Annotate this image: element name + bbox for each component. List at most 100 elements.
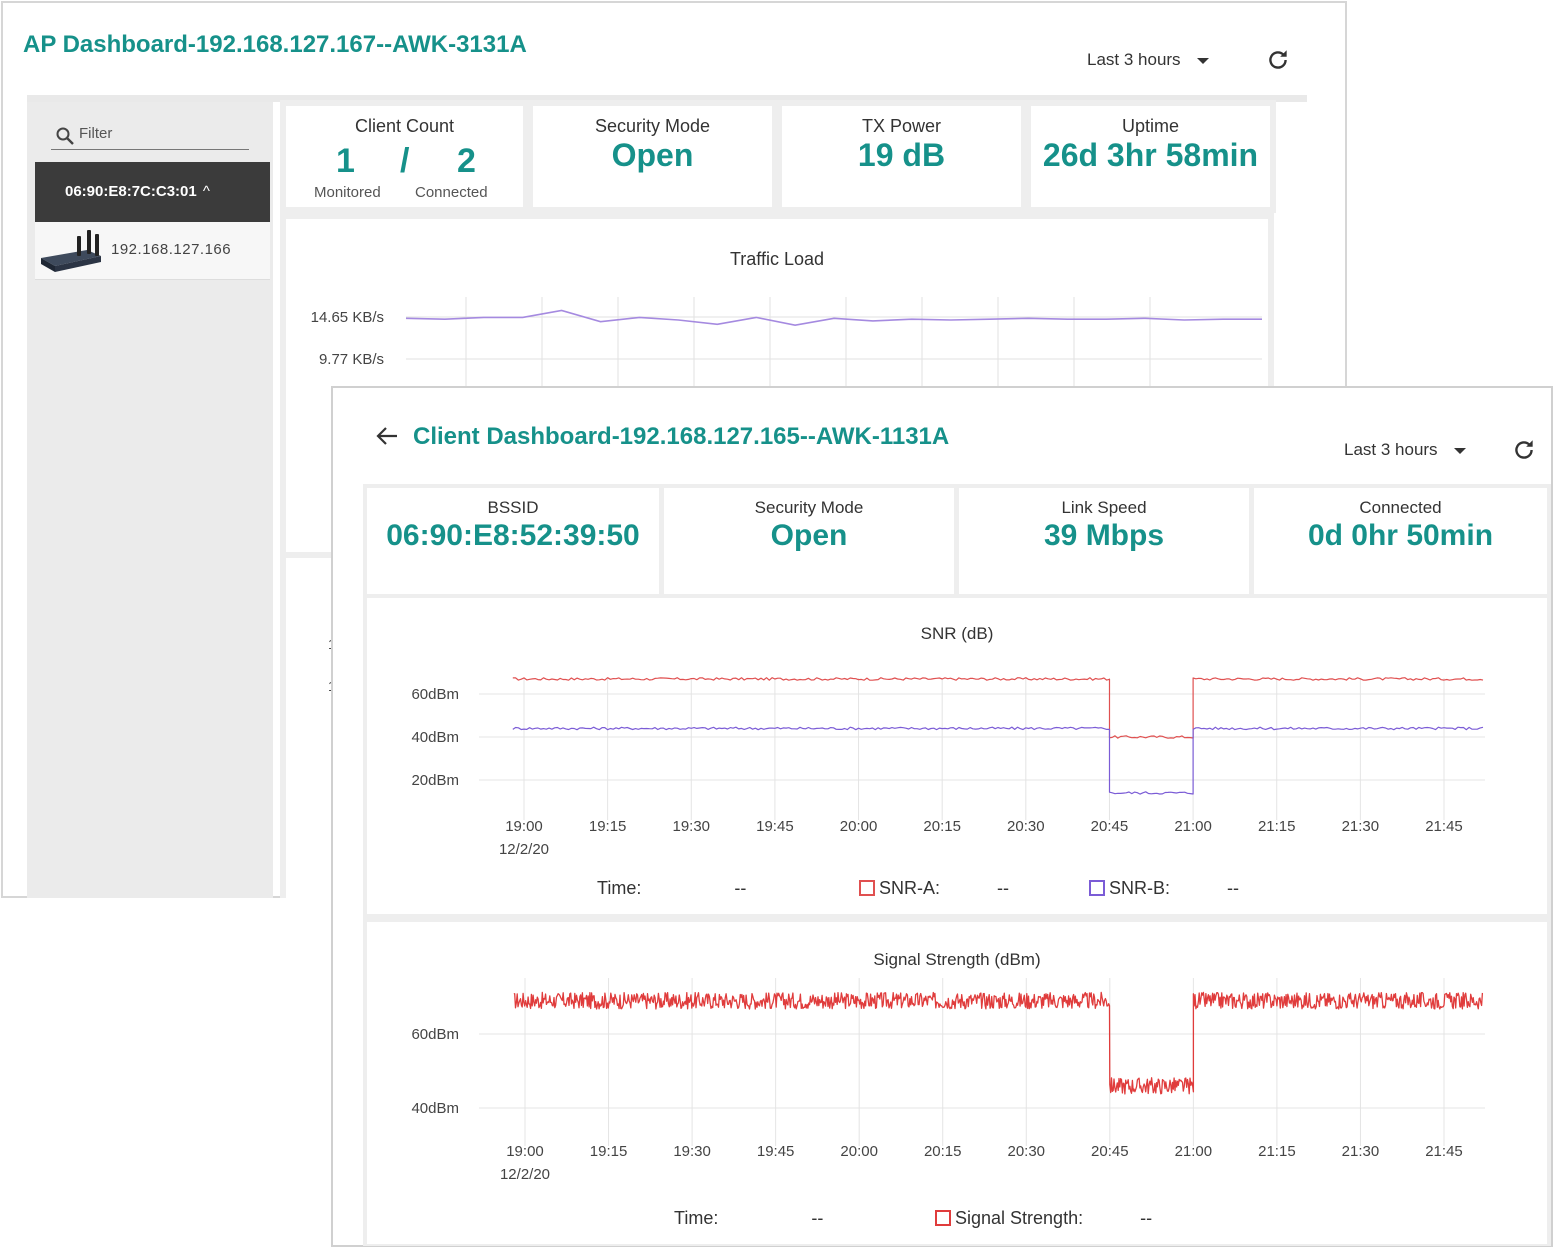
snr-b-legend[interactable]: SNR-B: -- [1089, 878, 1239, 899]
chevron-down-icon [1454, 447, 1467, 454]
ap-lower-chart-panel: 1 1 [280, 558, 340, 898]
x-tick-label: 20:00 [840, 1143, 878, 1160]
ap-sidebar: Filter 06:90:E8:7C:C3:01 ^ 192.168.127.1… [27, 102, 273, 898]
signal-strength-chart: 19:00 19:15 19:30 19:45 20:00 20:15 20:30 20:45… [411, 978, 1485, 1183]
ap-mac-label: 06:90:E8:7C:C3:01 [65, 183, 197, 200]
client-dashboard-title: Client Dashboard-192.168.127.165--AWK-11… [413, 423, 950, 450]
y-tick-label: 40dBm [411, 1100, 459, 1117]
x-tick-label: 19:15 [589, 818, 627, 835]
client-dashboard-window: Client Dashboard-192.168.127.165--AWK-11… [331, 386, 1553, 1247]
legend-time-value: -- [734, 878, 747, 898]
signal-strength-swatch [935, 1210, 951, 1226]
ap-time-range-label: Last 3 hours [1087, 50, 1181, 69]
legend-time-label: Time: [597, 878, 642, 898]
x-tick-label: 19:30 [672, 818, 710, 835]
x-tick-label: 20:30 [1007, 818, 1045, 835]
client-count-caption: Client Count [354, 116, 455, 136]
uptime-card: Uptime 26d 3hr 58min [1025, 100, 1276, 213]
legend-time-label: Time: [674, 1208, 719, 1228]
back-arrow-icon[interactable] [375, 426, 399, 446]
signal-legend-time: Time: -- [674, 1208, 823, 1229]
connected-count: 2 [457, 142, 476, 180]
y-tick-label: 60dBm [411, 686, 459, 703]
snr-b-legend-value: -- [1227, 878, 1240, 898]
link-speed-caption: Link Speed [1061, 498, 1147, 517]
ap-security-mode-card: Security Mode Open [527, 100, 778, 213]
filter-input[interactable]: Filter [51, 122, 249, 150]
bssid-value: 06:90:E8:52:39:50 [386, 519, 640, 552]
ap-header-divider [27, 95, 1307, 102]
traffic-load-title: Traffic Load [729, 249, 825, 269]
client-security-mode-value: Open [770, 519, 848, 552]
ap-security-mode-caption: Security Mode [594, 116, 711, 136]
bssid-caption: BSSID [487, 498, 539, 517]
device-list-item[interactable]: 192.168.127.166 [35, 222, 270, 280]
x-tick-label: 19:15 [590, 1143, 628, 1160]
connected-time-value: 0d 0hr 50min [1307, 519, 1494, 552]
monitored-count: 1 [336, 142, 355, 180]
x-tick-label: 21:15 [1258, 1143, 1296, 1160]
connected-label: Connected [415, 184, 488, 201]
x-tick-label: 20:15 [923, 818, 961, 835]
tx-power-card: TX Power 19 dB [776, 100, 1027, 213]
connected-time-card: Connected 0d 0hr 50min [1254, 488, 1547, 594]
ap-time-range-select[interactable]: Last 3 hours [1087, 50, 1210, 70]
x-date-label: 12/2/20 [500, 1166, 550, 1183]
ap-group-header[interactable]: 06:90:E8:7C:C3:01 ^ [35, 162, 270, 222]
x-tick-label: 21:30 [1342, 1143, 1380, 1160]
signal-strength-series-line [513, 991, 1484, 1095]
tx-power-caption: TX Power [861, 116, 942, 136]
ap-security-mode-value: Open [611, 137, 694, 173]
link-speed-card: Link Speed 39 Mbps [959, 488, 1249, 594]
signal-strength-legend[interactable]: Signal Strength: -- [935, 1208, 1152, 1229]
uptime-value: 26d 3hr 58min [1042, 137, 1259, 173]
signal-strength-chart-panel: Signal Strength (dBm) 19:00 19:15 19:30 19:… [367, 922, 1547, 1244]
snr-a-legend[interactable]: SNR-A: -- [859, 878, 1009, 899]
client-dashboard-body: BSSID 06:90:E8:52:39:50 Security Mode Op… [363, 484, 1551, 1246]
device-ip-label: 192.168.127.166 [111, 241, 232, 258]
x-tick-label: 21:30 [1342, 818, 1380, 835]
snr-a-series-line [512, 677, 1484, 739]
x-tick-label: 19:45 [757, 1143, 795, 1160]
client-count-card: Client Count 1 / 2 Monitored Connected [280, 100, 529, 213]
y-tick-label: 20dBm [411, 772, 459, 789]
x-tick-label: 20:00 [840, 818, 878, 835]
traffic-y-tick-label: 9.77 KB/s [319, 351, 384, 368]
x-tick-label: 20:45 [1091, 1143, 1129, 1160]
count-separator: / [400, 142, 410, 180]
uptime-caption: Uptime [1121, 116, 1179, 136]
snr-a-legend-value: -- [997, 878, 1010, 898]
client-time-range-label: Last 3 hours [1344, 440, 1438, 459]
snr-b-swatch [1089, 880, 1105, 896]
x-tick-label: 19:45 [756, 818, 794, 835]
snr-b-legend-label: SNR-B: [1109, 878, 1171, 898]
client-security-mode-card: Security Mode Open [664, 488, 954, 594]
x-tick-label: 19:00 [505, 818, 543, 835]
client-time-range-select[interactable]: Last 3 hours [1344, 440, 1467, 460]
monitored-label: Monitored [314, 184, 381, 201]
y-tick-label: 40dBm [411, 729, 459, 746]
x-tick-label: 21:00 [1175, 1143, 1213, 1160]
snr-chart-panel: SNR (dB) 19:00 19:15 19:30 19:45 20:00 20:15 2… [367, 598, 1547, 914]
traffic-y-tick-label: 14.65 KB/s [311, 309, 384, 326]
x-tick-label: 21:00 [1174, 818, 1212, 835]
x-date-label: 12/2/20 [499, 841, 549, 858]
x-tick-label: 20:45 [1091, 818, 1129, 835]
traffic-load-series-line [405, 309, 1262, 327]
snr-legend-time: Time: -- [597, 878, 746, 899]
x-tick-label: 19:30 [673, 1143, 711, 1160]
refresh-icon[interactable] [1511, 437, 1537, 463]
x-tick-label: 19:00 [506, 1143, 544, 1160]
connected-time-caption: Connected [1359, 498, 1442, 517]
x-tick-label: 20:15 [924, 1143, 962, 1160]
snr-a-swatch [859, 880, 875, 896]
snr-a-legend-label: SNR-A: [879, 878, 941, 898]
x-tick-label: 21:45 [1425, 1143, 1463, 1160]
x-tick-label: 21:15 [1258, 818, 1296, 835]
client-security-mode-caption: Security Mode [754, 498, 864, 517]
snr-chart-title: SNR (dB) [920, 624, 994, 643]
filter-placeholder: Filter [79, 125, 113, 142]
refresh-icon[interactable] [1265, 47, 1291, 73]
signal-strength-legend-label: Signal Strength: [955, 1208, 1084, 1228]
chevron-up-icon: ^ [202, 183, 210, 200]
